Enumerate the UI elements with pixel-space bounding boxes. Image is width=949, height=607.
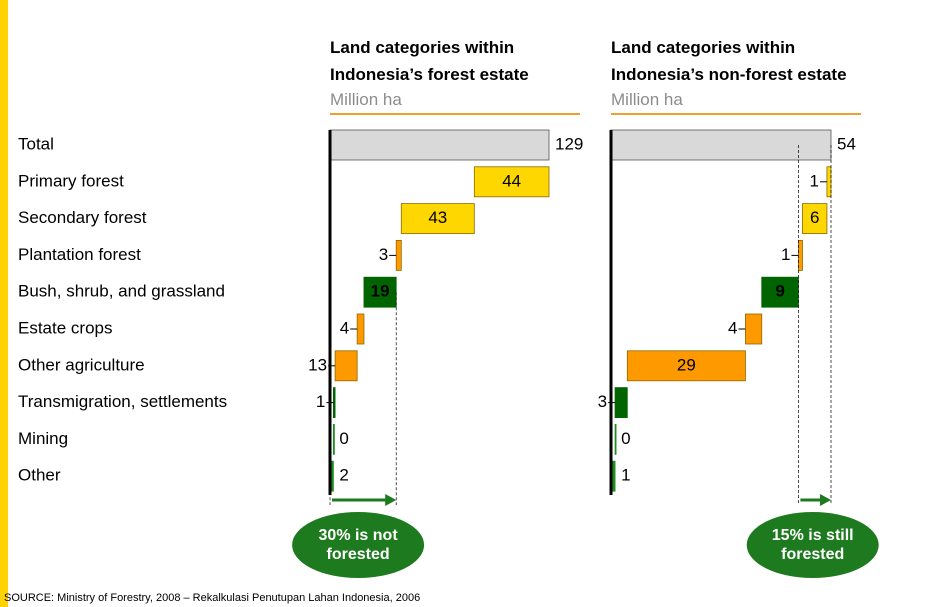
value-label: 4 [728,318,737,337]
bar [332,423,335,455]
value-label: 0 [621,429,630,448]
annotation: 15% is still forested [771,527,854,563]
bar [610,129,832,161]
bar [400,203,475,235]
value-label: 54 [837,134,856,153]
accent-bar [0,0,8,607]
annotation-bubble [292,512,425,578]
annotation: 30% is not forested [318,527,398,563]
value-label: 2 [339,466,348,485]
annotation-bubble [746,512,879,578]
bar [332,387,336,419]
value-label: 4 [340,318,349,337]
value-label: 1 [781,245,790,264]
value-label: 0 [339,429,348,448]
bar [329,129,550,161]
category-label: Other [18,466,61,485]
bar [626,350,746,382]
bar [826,166,832,198]
value-label: 3 [598,392,607,411]
value-label: 3 [379,245,388,264]
bar [798,239,803,271]
value-label: 44 [502,171,521,190]
chart-subtitle: Million ha [330,90,402,109]
category-label: Total [18,134,54,153]
value-label: 1 [809,171,818,190]
value-label: 6 [810,208,819,227]
bar [802,203,828,235]
bar [363,276,397,308]
bar [745,313,763,345]
category-label: Primary forest [18,171,124,190]
category-label: Bush, shrub, and grassland [18,282,225,301]
source: SOURCE: Ministry of Forestry, 2008 – Rek… [4,592,421,604]
arrow-head [820,494,831,506]
bar [334,350,358,382]
value-label: 129 [555,134,583,153]
value-label: 29 [677,355,696,374]
bar [614,387,628,419]
value-label: 1 [621,466,630,485]
arrow-head [385,494,397,506]
value-label: 1 [316,392,325,411]
category-label: Other agriculture [18,355,145,374]
chart-title: Land categories within Indonesia’s non-f… [611,38,847,84]
category-label: Transmigration, settlements [18,392,227,411]
bar [395,239,402,271]
value-label: 9 [775,282,784,301]
bar [356,313,365,345]
category-label: Secondary forest [18,208,147,227]
chart-subtitle: Million ha [611,90,683,109]
value-label: 19 [371,282,390,301]
category-label: Plantation forest [18,245,141,264]
bar [614,423,617,455]
value-label: 13 [308,355,327,374]
value-label: 43 [428,208,447,227]
bar [473,166,550,198]
chart-title: Land categories within Indonesia’s fores… [330,38,529,84]
category-label: Mining [18,429,68,448]
bar [761,276,799,308]
category-label: Estate crops [18,318,113,337]
